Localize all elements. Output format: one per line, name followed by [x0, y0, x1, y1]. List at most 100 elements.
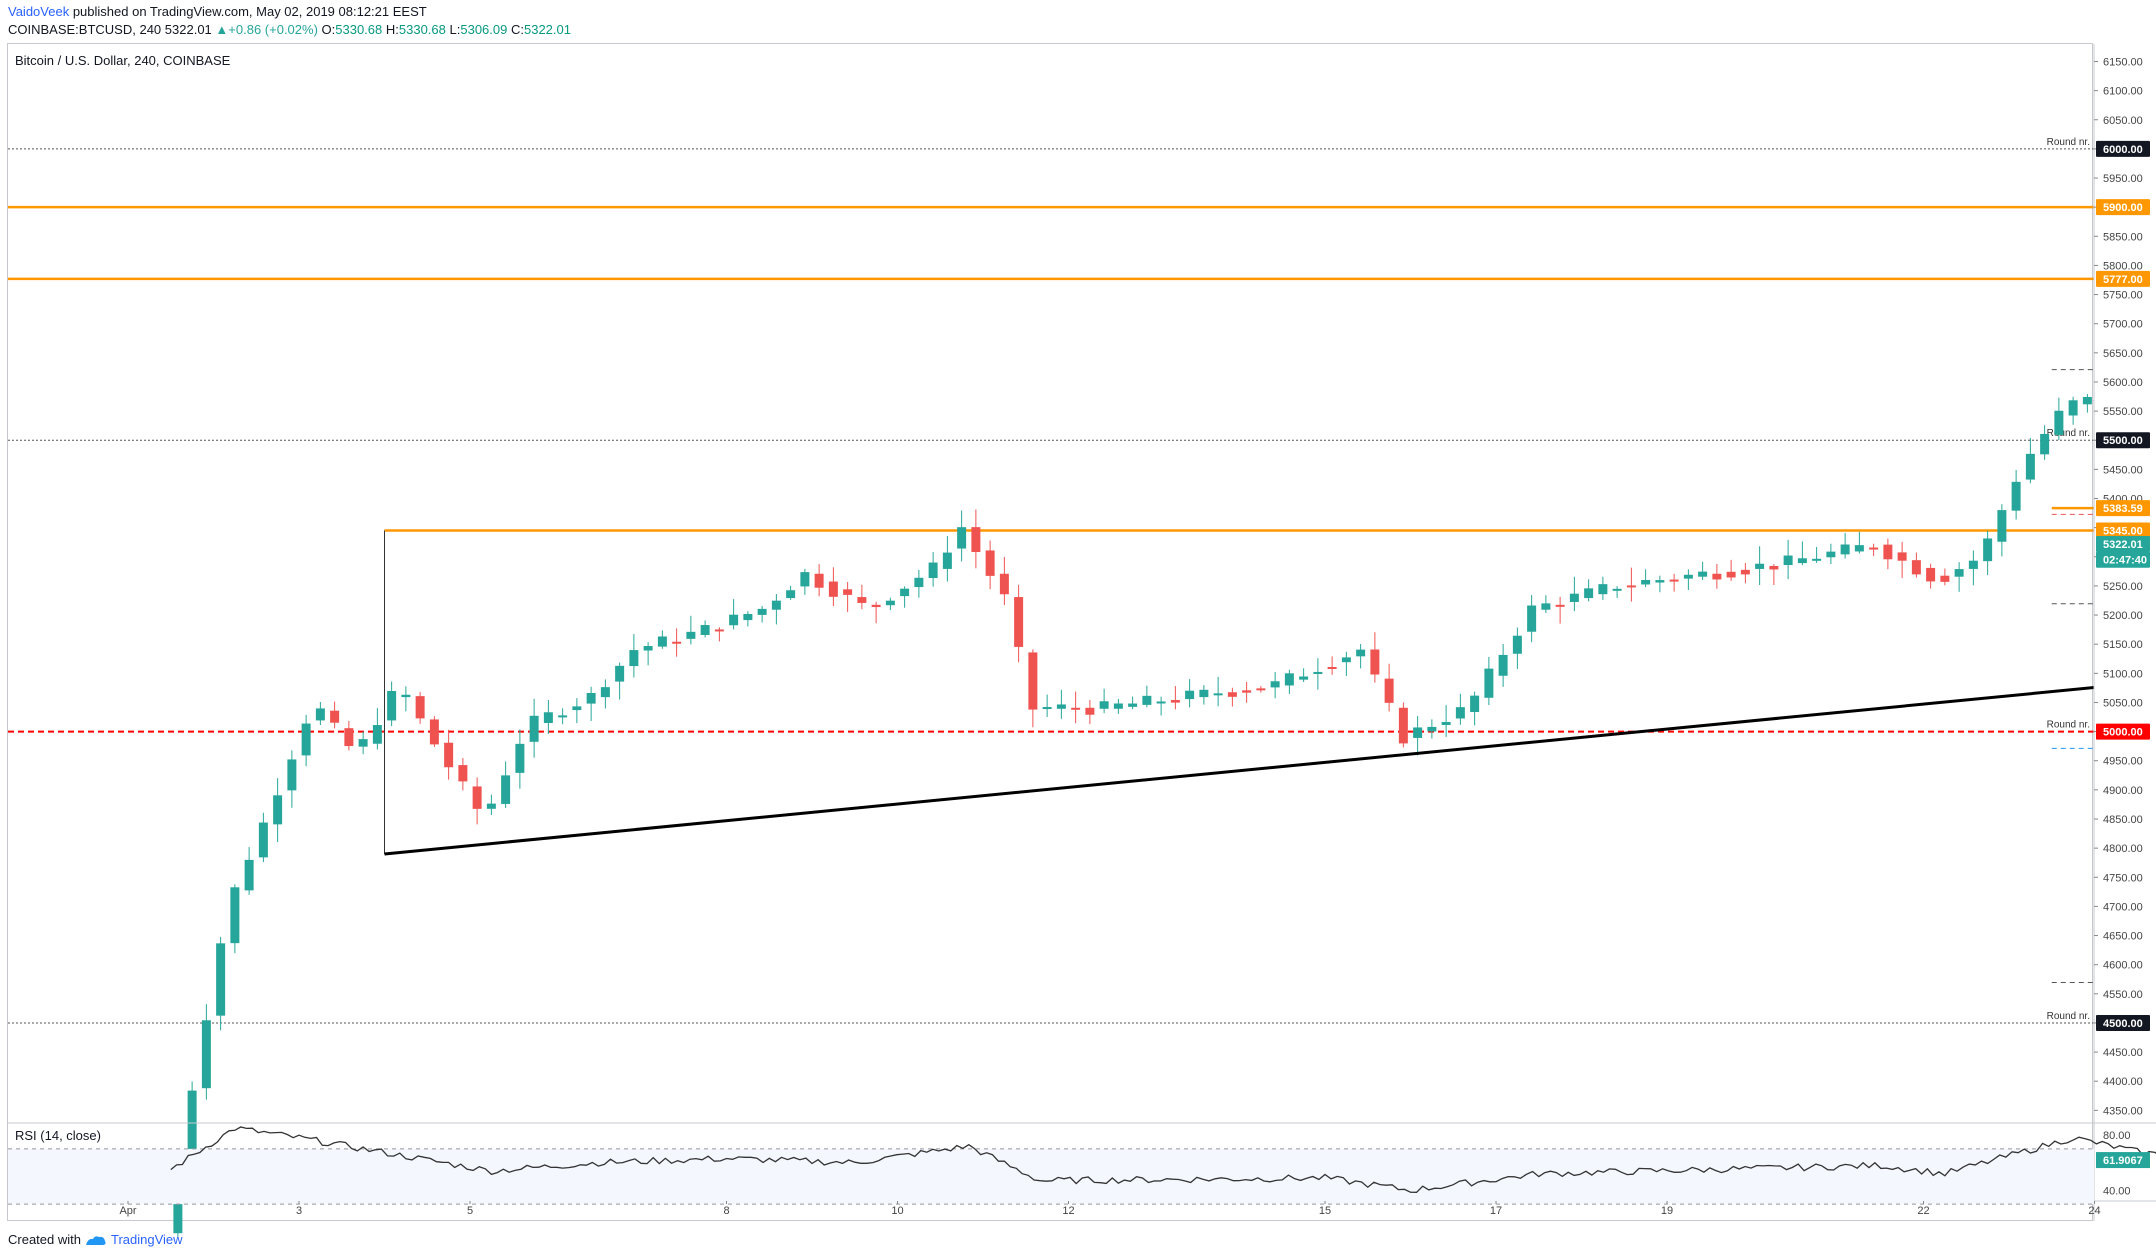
candle: [330, 701, 340, 729]
time-tick-label: 5: [467, 1205, 473, 1217]
author-link[interactable]: VaidoVeek: [8, 4, 70, 19]
high-label: H:: [385, 22, 399, 37]
candle: [458, 757, 468, 791]
candle: [1170, 686, 1180, 710]
price-axis-tag: [2096, 432, 2150, 449]
candle: [1869, 543, 1879, 557]
candle-body: [1242, 690, 1252, 693]
price-axis-tag: [2096, 270, 2150, 287]
candle-body: [2025, 453, 2035, 480]
price-axis-layer: 6150.00 6100.00 6050.00 6000.00 5950.00 5900.…: [8, 44, 2156, 1221]
candle: [1356, 644, 1366, 669]
candle: [258, 812, 268, 863]
time-tick-label: 10: [891, 1205, 903, 1217]
rsi-value-label: 61.9067: [2103, 1155, 2143, 1167]
candle-body: [714, 629, 724, 632]
candle: [1413, 716, 1423, 756]
candle-body: [743, 613, 753, 621]
candle: [1071, 691, 1081, 724]
price-tick-label: 4600.00: [2103, 960, 2143, 972]
candle: [1384, 663, 1394, 712]
candle: [957, 510, 967, 562]
candle-body: [1170, 700, 1180, 703]
candle: [1983, 530, 1993, 576]
candle-body: [1911, 560, 1921, 575]
candle-body: [1199, 689, 1209, 698]
candle: [1470, 691, 1480, 726]
candle-body: [1769, 565, 1779, 570]
candle: [999, 557, 1009, 605]
candle-body: [771, 600, 781, 610]
candle: [1911, 552, 1921, 578]
price-axis-tag: [2096, 535, 2150, 552]
candle-body: [2011, 481, 2021, 511]
candle: [757, 606, 767, 623]
candle-body: [444, 742, 454, 768]
time-tick-label: 12: [1062, 1205, 1074, 1217]
candle-body: [1370, 649, 1380, 675]
candle: [1028, 649, 1038, 728]
candle-body: [1484, 668, 1494, 698]
candle: [885, 597, 895, 611]
candle: [1997, 504, 2007, 557]
price-axis-tag: [2096, 500, 2150, 517]
candle: [700, 620, 710, 638]
candle-body: [1598, 584, 1608, 595]
price-tick-label: 5550.00: [2103, 406, 2143, 418]
candle-body: [1512, 635, 1522, 654]
time-tick-label: Apr: [119, 1205, 136, 1217]
candle: [1227, 687, 1237, 707]
candle: [1327, 656, 1337, 675]
candle-body: [1712, 573, 1722, 580]
candle-body: [828, 581, 838, 597]
candle-body: [1384, 678, 1394, 703]
candle-body: [985, 550, 995, 576]
candle-body: [1398, 707, 1408, 744]
candle-body: [1014, 597, 1024, 647]
candle-body: [415, 696, 425, 719]
rsi-title: RSI (14, close): [15, 1128, 101, 1143]
price-change: +0.86 (+0.02%): [228, 22, 318, 37]
candle-body: [401, 694, 411, 698]
candle: [1598, 576, 1608, 601]
up-arrow-icon: ▲: [215, 22, 229, 37]
candle-body: [786, 590, 796, 599]
candle-body: [1840, 544, 1850, 555]
candle: [971, 509, 981, 569]
candle: [1555, 596, 1565, 624]
candle: [814, 564, 824, 597]
candle: [201, 1004, 211, 1100]
time-tick-label: 8: [723, 1205, 729, 1217]
candle-body: [301, 723, 311, 756]
price-tick-label: 4900.00: [2103, 785, 2143, 797]
candle: [871, 601, 881, 624]
candle-body: [971, 527, 981, 553]
price-tick-label: 4850.00: [2103, 814, 2143, 826]
candle-body: [501, 775, 511, 804]
candle: [1698, 561, 1708, 581]
drawings-layer: Double Bottom: [384, 398, 2156, 856]
candle: [2040, 425, 2050, 460]
candle-body: [1327, 666, 1337, 669]
candle: [1797, 541, 1807, 566]
close-label: C:: [510, 22, 524, 37]
candle: [1242, 681, 1252, 703]
candle: [928, 552, 938, 587]
time-tick-label: 15: [1319, 1205, 1331, 1217]
candle-body: [558, 715, 568, 718]
tradingview-brand-link[interactable]: TradingView: [110, 1232, 183, 1247]
candle-body: [1626, 585, 1636, 588]
candle-body: [1028, 652, 1038, 710]
round-number-label: Round nr.: [2047, 1011, 2090, 1022]
candle: [1826, 543, 1836, 564]
ascending-trendline: [384, 679, 2156, 856]
round-number-label: Round nr.: [2047, 428, 2090, 439]
chart-frame[interactable]: [7, 43, 2093, 1221]
candle: [1056, 689, 1066, 719]
candle: [900, 586, 910, 608]
candle-body: [1042, 707, 1052, 710]
price-tick-label: 6100.00: [2103, 86, 2143, 98]
time-axis-layer: Apr358101215171922242629May368101315: [119, 1201, 2101, 1217]
candle: [501, 761, 511, 808]
